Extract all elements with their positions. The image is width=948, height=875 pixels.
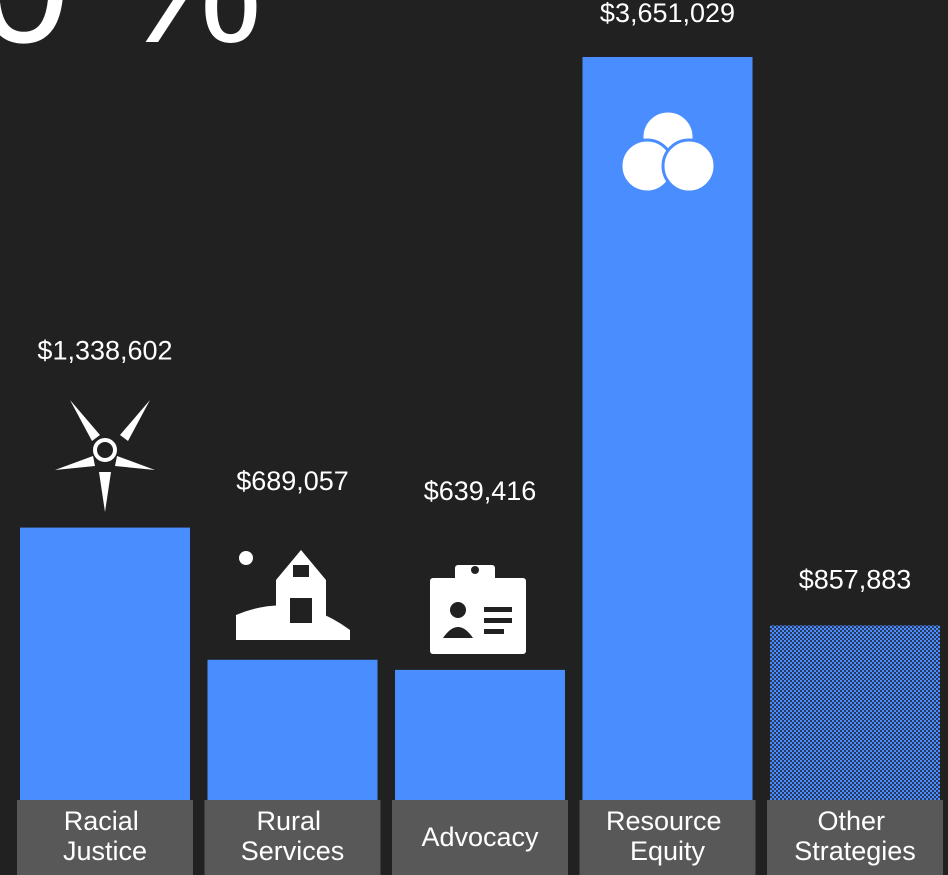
category-box: [392, 800, 568, 875]
value-label: $857,883: [799, 564, 912, 594]
x-tick-label: Other Strategies: [794, 806, 916, 866]
value-label: $639,416: [424, 476, 537, 506]
bar: [20, 527, 190, 800]
category-box: [17, 800, 193, 875]
value-label: $3,651,029: [600, 0, 735, 28]
value-label: $1,338,602: [37, 336, 172, 366]
icon-venn: [619, 109, 717, 194]
icon-barn: [236, 550, 350, 640]
bar: [395, 669, 565, 800]
category-box: [579, 800, 756, 875]
x-tick-label: Rural Services: [241, 806, 345, 866]
category-box: [767, 800, 943, 875]
icon-badge: [430, 565, 526, 654]
icon-hands: [55, 400, 155, 512]
category-box: [204, 800, 381, 875]
bar: [770, 625, 940, 800]
chart-title: 0 %: [0, 0, 262, 77]
value-label: $689,057: [236, 466, 349, 496]
x-tick-label: Advocacy: [421, 822, 539, 852]
x-tick-label: Racial Justice: [63, 806, 147, 866]
x-tick-label: Resource Equity: [606, 806, 729, 866]
bar: [207, 659, 378, 800]
